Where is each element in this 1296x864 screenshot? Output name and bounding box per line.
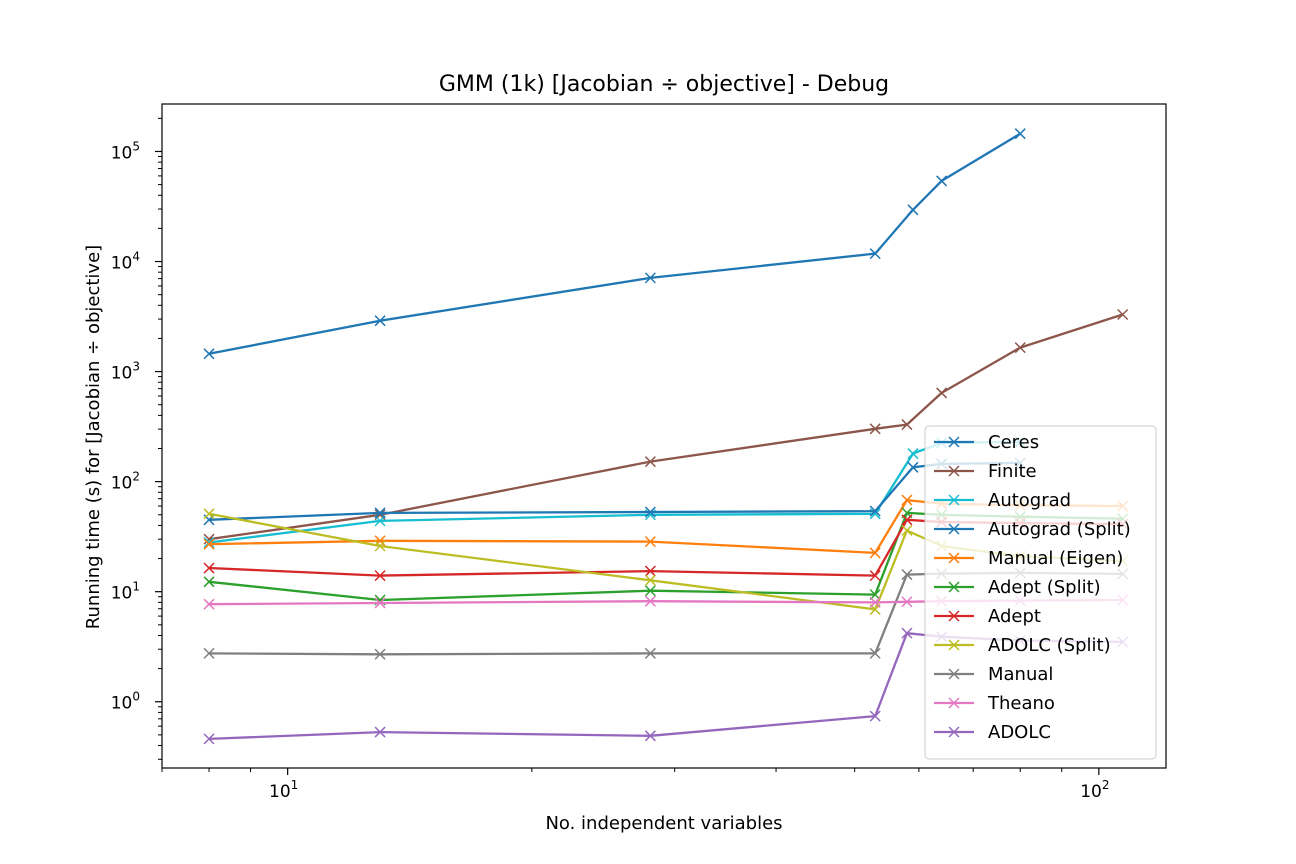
data-point	[374, 597, 386, 609]
data-point	[1014, 128, 1026, 140]
legend-item: Adept	[934, 606, 1041, 627]
data-point	[374, 726, 386, 738]
legend-box	[924, 425, 1157, 760]
data-point	[901, 514, 913, 526]
data-point	[901, 596, 913, 608]
data-point	[203, 348, 215, 360]
data-point	[203, 536, 215, 549]
data-point	[869, 248, 881, 260]
data-point	[203, 538, 215, 550]
data-point	[374, 315, 386, 327]
legend-label: Theano	[987, 693, 1055, 714]
data-point	[374, 535, 386, 547]
data-point	[644, 730, 656, 742]
data-point	[907, 204, 919, 216]
legend-label: ADOLC	[988, 722, 1051, 743]
legend-item: ADOLC (Split)	[934, 635, 1111, 656]
legend-label: Autograd (Split)	[988, 519, 1131, 540]
data-point	[907, 448, 919, 460]
data-point	[644, 595, 656, 607]
data-point	[374, 507, 386, 519]
legend-marker	[948, 436, 960, 448]
legend-marker	[948, 494, 960, 506]
data-point	[644, 456, 656, 468]
legend-marker	[948, 610, 960, 622]
data-point	[644, 272, 656, 284]
data-point	[644, 565, 656, 577]
legend-item: Autograd	[934, 490, 1071, 511]
data-point	[907, 461, 919, 473]
y-axis-label: Running time (s) for [Jacobian ÷ objecti…	[83, 245, 104, 629]
data-point	[936, 387, 948, 399]
legend-item: Autograd (Split)	[934, 519, 1131, 540]
legend-label: Manual (Eigen)	[988, 548, 1123, 569]
chart-title: GMM (1k) [Jacobian ÷ objective] - Debug	[439, 72, 889, 97]
data-point	[203, 576, 215, 588]
data-point	[644, 647, 656, 659]
legend-item: Ceres	[934, 432, 1039, 453]
data-point	[644, 574, 656, 586]
legend-label: Manual	[988, 664, 1053, 685]
legend-item: Finite	[934, 461, 1037, 482]
data-point	[869, 570, 881, 582]
legend-label: Ceres	[988, 432, 1039, 453]
data-point	[374, 540, 386, 552]
series-line	[208, 313, 1124, 541]
series-0	[203, 128, 1026, 360]
legend-item: Theano	[934, 693, 1055, 714]
data-point	[203, 562, 215, 574]
legend-marker	[948, 465, 960, 477]
legend-marker	[948, 552, 960, 564]
legend-marker	[948, 523, 960, 535]
legend-label: Finite	[988, 461, 1037, 482]
data-point	[374, 648, 386, 660]
data-point	[203, 733, 215, 745]
data-point	[644, 506, 656, 518]
legend-item: Manual (Eigen)	[934, 548, 1123, 569]
legend-marker	[948, 697, 960, 709]
data-point	[203, 508, 215, 520]
data-point	[203, 647, 215, 659]
data-point	[869, 547, 881, 559]
data-point	[869, 423, 881, 435]
data-point	[901, 627, 913, 639]
legend-item: Manual	[934, 664, 1053, 685]
data-point	[869, 647, 881, 659]
data-point	[869, 596, 881, 608]
data-point	[869, 505, 881, 517]
data-point	[901, 419, 913, 431]
data-point	[936, 175, 948, 187]
data-point	[1014, 342, 1026, 354]
data-point	[1117, 308, 1129, 321]
x-axis-label: No. independent variables	[545, 813, 782, 834]
data-point	[901, 494, 913, 506]
data-point	[901, 569, 913, 581]
legend-item: ADOLC	[934, 722, 1051, 743]
legend-label: Adept	[988, 606, 1041, 627]
data-point	[374, 570, 386, 582]
legend-label: Adept (Split)	[988, 577, 1101, 598]
data-point	[869, 710, 881, 722]
data-point	[644, 585, 656, 597]
data-point	[644, 536, 656, 548]
legend: Ceres Finite Autograd Autograd (Split) Manua…	[924, 425, 1157, 760]
data-point	[203, 598, 215, 610]
legend-marker	[948, 668, 960, 680]
legend-label: Autograd	[988, 490, 1071, 511]
legend-label: ADOLC (Split)	[988, 635, 1111, 656]
legend-marker	[948, 581, 960, 593]
axes-frame	[161, 103, 1167, 769]
data-point	[374, 515, 386, 527]
legend-marker	[948, 726, 960, 738]
legend-marker	[948, 639, 960, 651]
legend-item: Adept (Split)	[934, 577, 1101, 598]
data-point	[901, 524, 913, 536]
